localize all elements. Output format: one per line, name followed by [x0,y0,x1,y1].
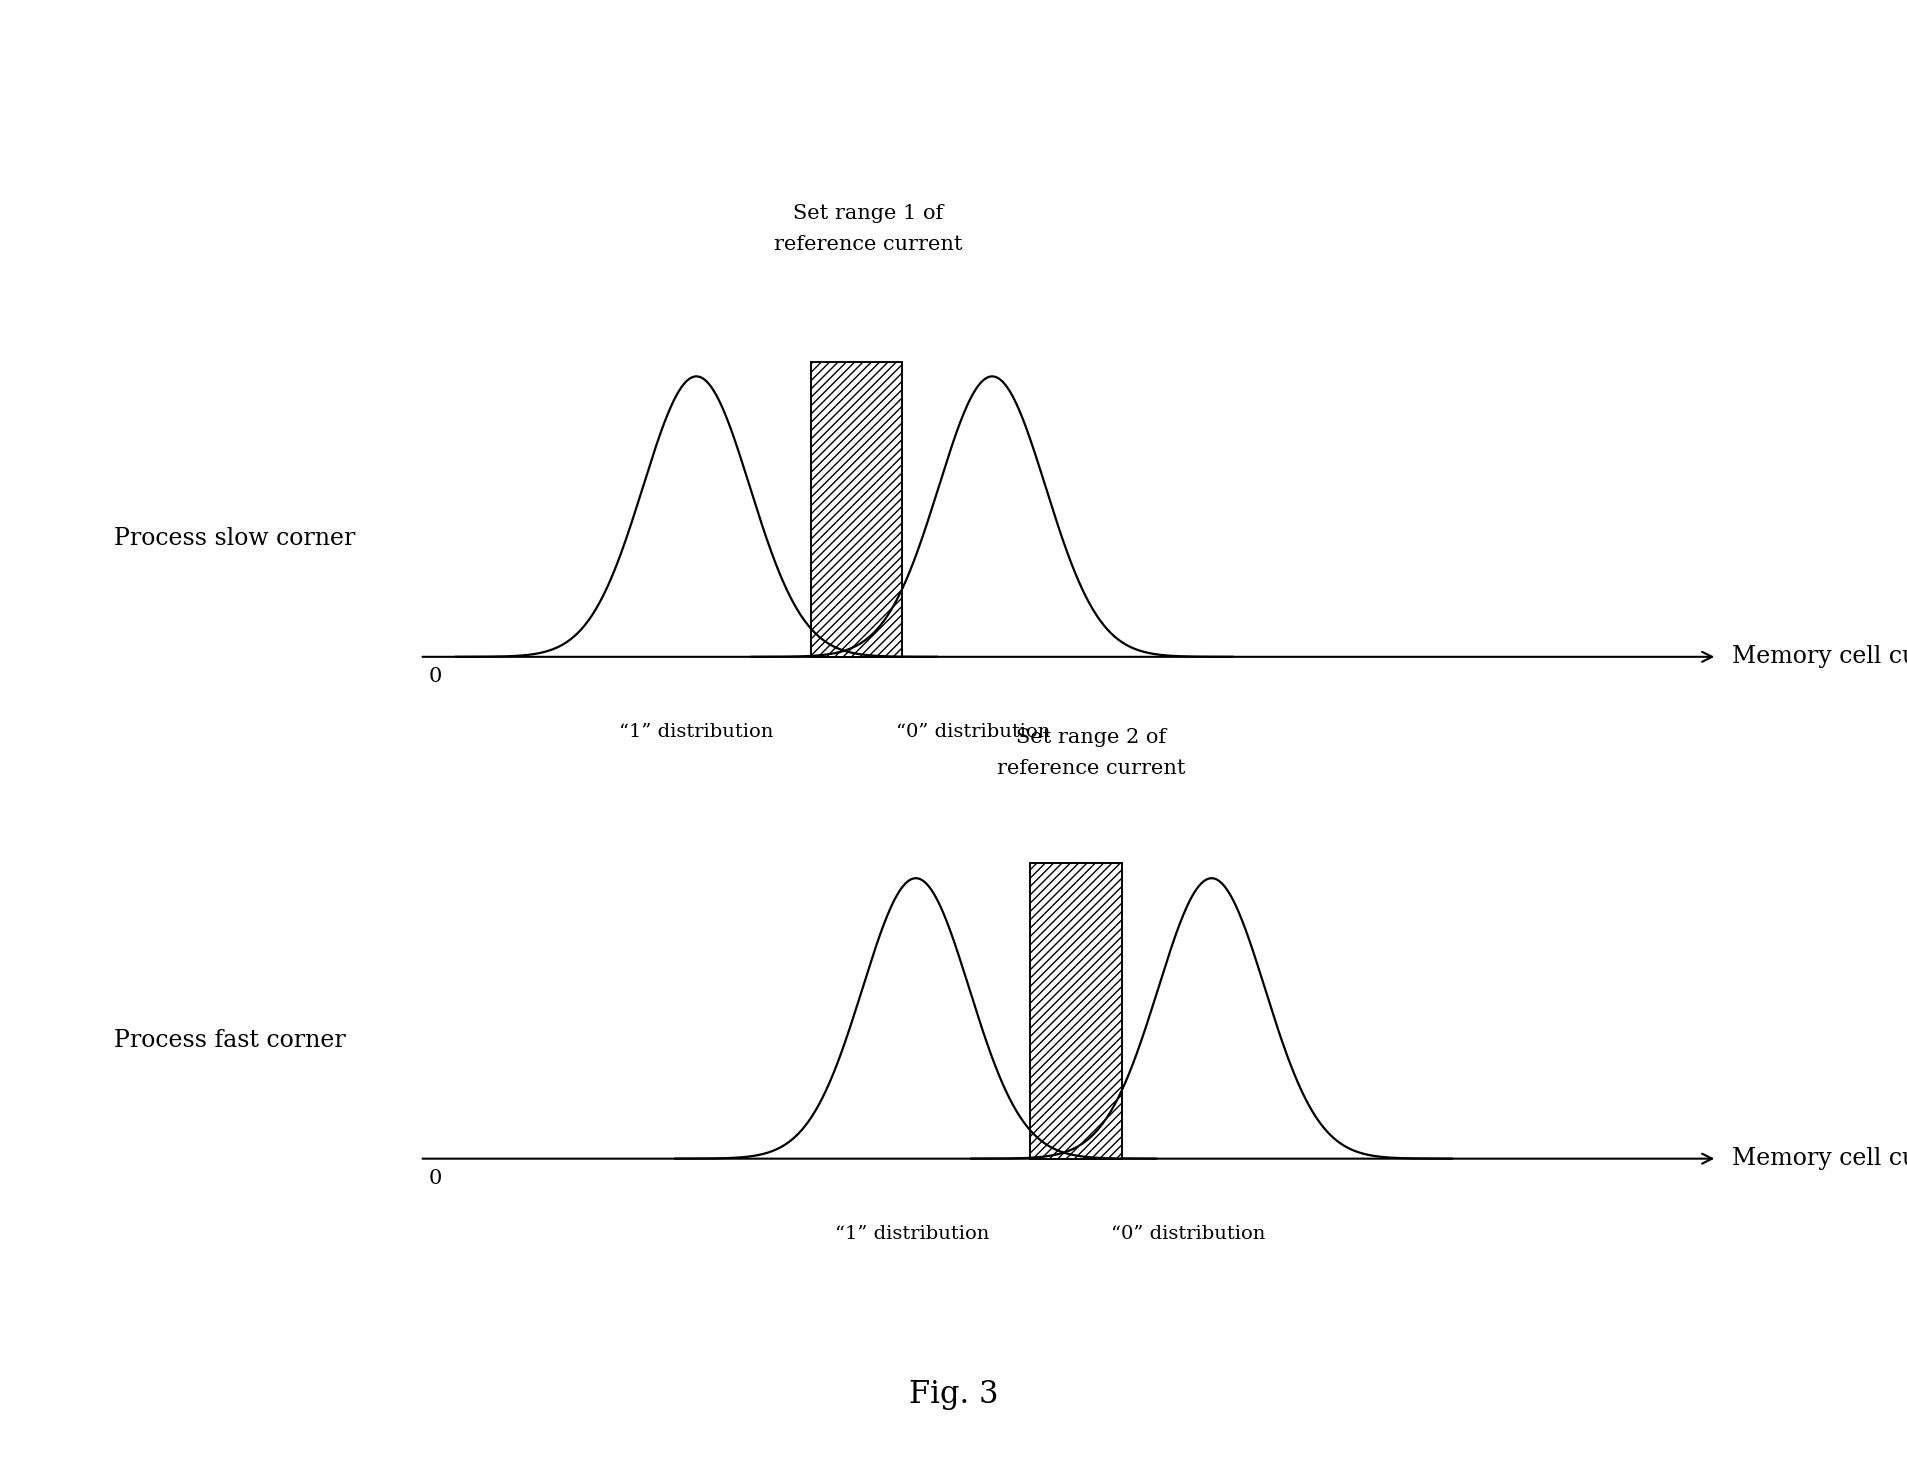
Bar [810,362,902,657]
Text: “0” distribution: “0” distribution [896,723,1049,741]
Text: Process fast corner: Process fast corner [114,1029,345,1052]
Text: Fig. 3: Fig. 3 [910,1379,997,1411]
Bar [1030,863,1121,1159]
Text: “1” distribution: “1” distribution [620,723,772,741]
Text: Set range 1 of
reference current: Set range 1 of reference current [774,204,961,254]
Bar [1030,863,1121,1159]
Text: 0: 0 [427,1169,442,1188]
Bar [810,362,902,657]
Text: Process slow corner: Process slow corner [114,527,357,551]
Text: “0” distribution: “0” distribution [1112,1225,1264,1243]
Bar [810,362,902,657]
Bar [1030,863,1121,1159]
Text: “1” distribution: “1” distribution [835,1225,988,1243]
Text: Memory cell current: Memory cell current [1732,1147,1907,1170]
Text: 0: 0 [427,667,442,686]
Text: Memory cell current: Memory cell current [1732,645,1907,669]
Text: Set range 2 of
reference current: Set range 2 of reference current [997,728,1184,778]
